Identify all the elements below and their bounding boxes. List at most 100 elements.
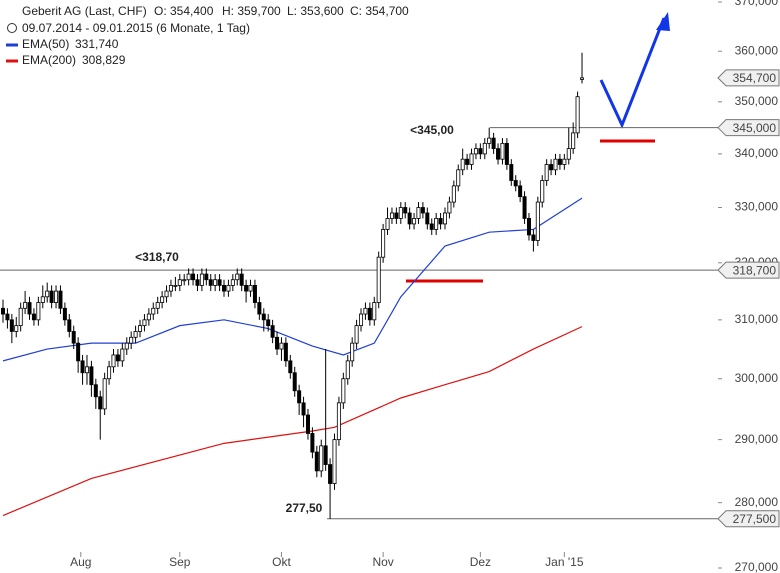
candle-body	[301, 402, 306, 416]
candle-body	[288, 360, 293, 374]
ema-line	[2, 197, 583, 362]
candle-body	[540, 180, 545, 203]
candle-body	[504, 142, 509, 165]
candle-body	[93, 384, 98, 398]
candle-body	[129, 336, 134, 344]
candle-body	[451, 185, 456, 203]
candle-body	[478, 148, 483, 155]
candle-body	[186, 273, 191, 281]
legend-label: EMA(200)	[22, 53, 76, 67]
legend-value: 331,740	[75, 37, 119, 51]
x-tick-label: Aug	[70, 555, 91, 569]
y-tick-label: 350,000	[735, 94, 779, 108]
candle-body	[394, 212, 399, 219]
candle-body	[275, 336, 280, 350]
candle-body	[535, 201, 540, 241]
y-tick-label: 340,000	[735, 146, 779, 160]
quote-close: C: 354,700	[350, 4, 409, 18]
candle-body	[549, 164, 554, 171]
candle-body	[420, 207, 425, 214]
candle-body	[531, 234, 536, 241]
candle-body	[270, 325, 275, 338]
candle-body	[49, 290, 54, 303]
candle-body	[252, 284, 257, 303]
candle-body	[482, 142, 487, 155]
candle-body	[226, 284, 231, 292]
candle-body	[239, 273, 244, 286]
x-tick-label: Okt	[272, 555, 291, 569]
candle-body	[469, 153, 474, 165]
candle-body	[460, 158, 465, 171]
candle-body	[407, 212, 412, 225]
candle-body	[151, 307, 156, 315]
candle-body	[142, 319, 147, 327]
candle-body	[67, 319, 72, 332]
quote-low: L: 353,600	[287, 4, 344, 18]
candle-body	[491, 137, 496, 150]
candle-body	[473, 148, 478, 155]
candle-body	[168, 284, 173, 292]
candle-body	[496, 148, 501, 160]
chart-title: Geberit AG (Last, CHF)	[22, 4, 147, 18]
candle-body	[89, 366, 94, 386]
candle-body	[389, 212, 394, 219]
x-tick-label: Nov	[372, 555, 393, 569]
x-tick-label: Sep	[169, 555, 191, 569]
candle-body	[14, 325, 19, 332]
candle-body	[120, 348, 125, 362]
y-tick-label: 300,000	[735, 371, 779, 385]
candle-body	[323, 445, 328, 465]
candle-body	[526, 218, 531, 236]
candle-body	[363, 307, 368, 315]
candle-body	[442, 212, 447, 225]
candle-body	[376, 256, 381, 303]
candle-body	[544, 164, 549, 181]
candle-body	[350, 342, 355, 362]
level-label: <318,70	[135, 250, 179, 264]
y-tick-label: 330,000	[735, 200, 779, 214]
candle-body	[310, 433, 315, 453]
candle-body	[36, 302, 41, 321]
ema-line	[2, 326, 583, 517]
candle-body	[447, 201, 452, 214]
candle-body	[398, 207, 403, 219]
candle-body	[513, 180, 518, 187]
price-tag	[717, 510, 780, 528]
candle-body	[434, 218, 439, 230]
candle-body	[403, 207, 408, 214]
clock-icon	[7, 23, 17, 33]
price-tag	[717, 119, 780, 137]
y-tick-label: 360,000	[735, 43, 779, 57]
candle-body	[173, 284, 178, 287]
candle-body	[562, 158, 567, 165]
candle-body	[571, 132, 576, 150]
candle-body	[336, 402, 341, 441]
price-tag-label: 354,700	[733, 71, 777, 85]
level-label: 277,50	[286, 501, 323, 515]
header: Geberit AG (Last, CHF) O: 354,400 H: 359…	[6, 4, 409, 67]
candle-body	[0, 307, 6, 315]
candle-body	[372, 302, 377, 321]
candle-body	[328, 464, 333, 484]
candle-body	[580, 77, 585, 80]
candle-body	[199, 273, 204, 286]
candle-body	[557, 158, 562, 165]
candle-body	[62, 307, 67, 321]
candle-body	[292, 372, 297, 392]
candle-body	[9, 319, 14, 332]
candle-body	[332, 439, 337, 484]
x-tick-label: Dez	[470, 555, 491, 569]
candle-body	[500, 142, 505, 160]
y-tick-label: 290,000	[735, 432, 779, 446]
candle-body	[425, 212, 430, 225]
price-tag	[717, 69, 780, 87]
candle-body	[367, 307, 372, 321]
candle-body	[244, 284, 249, 292]
candle-body	[160, 296, 165, 303]
candle-body	[314, 451, 319, 472]
period: 09.07.2014 - 09.01.2015 (6 Monate, 1 Tag…	[22, 21, 250, 35]
candle-body	[553, 158, 558, 171]
candle-body	[305, 414, 310, 434]
candle-body	[297, 390, 302, 404]
